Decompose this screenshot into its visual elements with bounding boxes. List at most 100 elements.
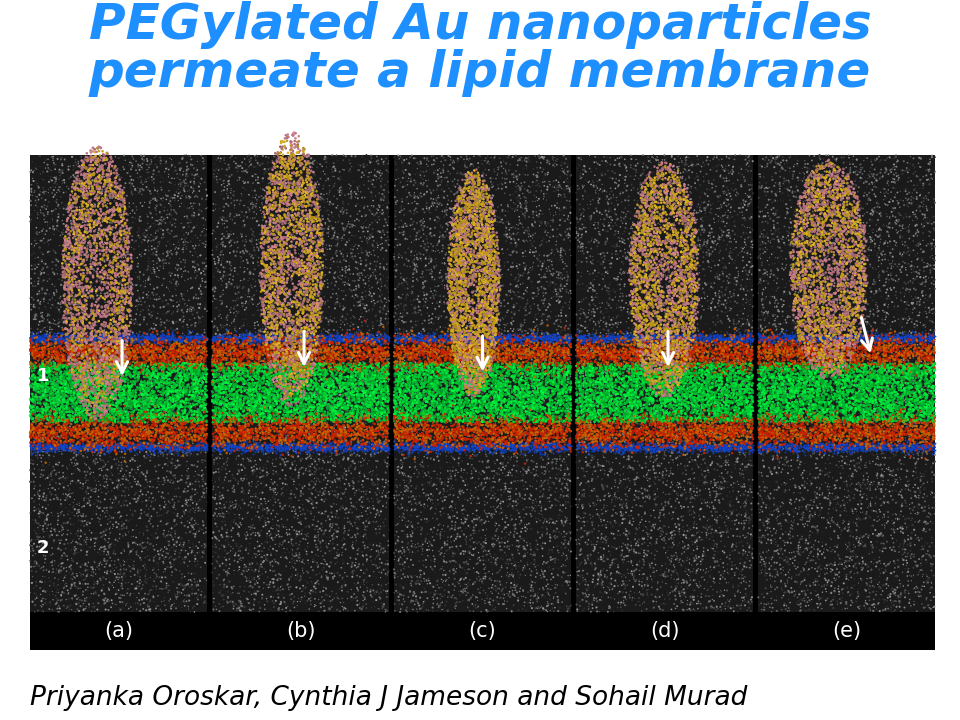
Point [395,436,410,448]
Point [267,241,282,253]
Point [604,425,619,436]
Point [854,310,870,321]
Point [631,323,646,334]
Point [36,341,51,353]
Point [653,194,668,206]
Point [738,281,754,292]
Point [820,405,835,417]
Point [75,327,90,338]
Point [826,192,841,203]
Point [30,333,45,344]
Point [128,487,143,499]
Point [780,467,795,479]
Point [89,374,105,385]
Point [231,564,247,575]
Point [258,361,274,372]
Point [785,424,801,436]
Point [55,158,70,170]
Point [120,416,135,428]
Point [297,390,312,401]
Point [642,213,658,225]
Point [413,216,428,228]
Point [884,383,900,395]
Point [753,445,768,456]
Point [875,446,890,457]
Point [259,333,275,345]
Point [228,415,243,426]
Point [790,161,805,172]
Point [343,424,358,436]
Point [853,236,869,248]
Point [686,243,702,254]
Point [78,321,93,333]
Point [430,438,445,449]
Point [656,246,671,257]
Point [527,397,542,409]
Point [113,378,129,390]
Point [442,273,457,284]
Point [149,358,164,369]
Point [840,520,855,531]
Point [488,333,503,344]
Point [887,332,902,343]
Point [65,169,81,181]
Point [528,330,543,342]
Point [153,293,168,305]
Point [278,232,294,243]
Point [815,419,830,431]
Point [302,312,318,324]
Point [687,417,703,428]
Point [300,372,316,384]
Point [793,604,808,616]
Point [64,444,80,456]
Point [127,286,142,297]
Point [376,388,392,400]
Point [534,370,549,382]
Point [417,377,432,389]
Point [178,236,193,248]
Point [417,567,432,578]
Point [196,348,211,359]
Point [438,406,453,418]
Point [450,229,466,240]
Point [468,425,483,436]
Point [378,366,394,377]
Point [286,130,301,141]
Point [220,325,235,337]
Point [804,413,819,425]
Point [757,563,773,575]
Point [448,208,464,220]
Point [122,263,137,274]
Point [479,354,494,366]
Point [577,488,592,500]
Point [83,258,98,270]
Point [427,377,443,389]
Point [812,353,828,364]
Point [434,271,449,282]
Point [296,279,311,290]
Point [98,374,113,386]
Point [387,410,402,422]
Point [365,442,380,454]
Point [618,171,634,183]
Point [546,333,562,344]
Point [829,333,845,344]
Point [685,358,701,369]
Point [89,473,105,485]
Point [356,410,372,422]
Point [160,329,176,341]
Point [828,366,843,378]
Point [628,312,643,323]
Point [802,324,817,336]
Point [702,354,717,366]
Point [56,392,71,404]
Point [453,573,468,585]
Point [848,360,863,372]
Point [613,597,629,608]
Point [151,433,166,445]
Point [456,427,471,438]
Point [776,354,791,365]
Point [591,332,607,343]
Point [708,336,724,347]
Point [716,420,732,431]
